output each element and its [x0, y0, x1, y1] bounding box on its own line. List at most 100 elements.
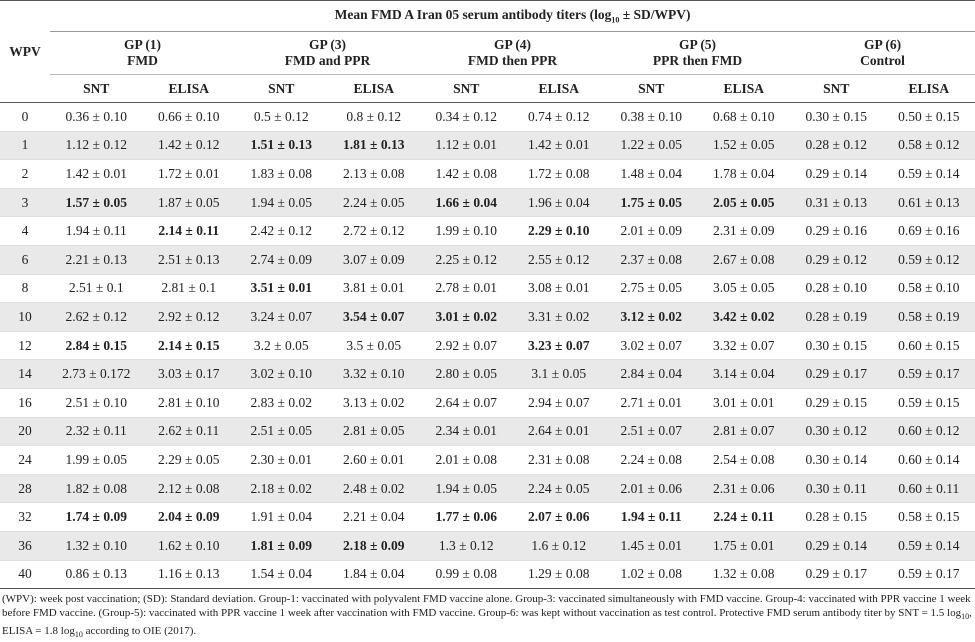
group-header: GP (5)PPR then FMD	[605, 32, 790, 75]
value-cell: 2.92 ± 0.12	[143, 303, 236, 332]
value-cell: 0.59 ± 0.12	[883, 245, 975, 274]
wpv-cell: 16	[0, 388, 50, 417]
value-cell: 3.12 ± 0.02	[605, 303, 698, 332]
value-cell: 2.72 ± 0.12	[328, 217, 421, 246]
value-cell: 2.54 ± 0.08	[698, 446, 791, 475]
value-cell: 0.66 ± 0.10	[143, 103, 236, 132]
value-cell: 3.24 ± 0.07	[235, 303, 328, 332]
value-cell: 2.81 ± 0.05	[328, 417, 421, 446]
value-cell: 3.07 ± 0.09	[328, 245, 421, 274]
value-cell: 2.31 ± 0.09	[698, 217, 791, 246]
value-cell: 1.42 ± 0.12	[143, 131, 236, 160]
value-cell: 0.29 ± 0.12	[790, 245, 883, 274]
value-cell: 2.94 ± 0.07	[513, 388, 606, 417]
value-cell: 0.28 ± 0.19	[790, 303, 883, 332]
value-cell: 3.23 ± 0.07	[513, 331, 606, 360]
value-cell: 2.32 ± 0.11	[50, 417, 143, 446]
wpv-cell: 6	[0, 245, 50, 274]
subscript: 10	[961, 612, 969, 621]
value-cell: 3.32 ± 0.07	[698, 331, 791, 360]
value-cell: 2.24 ± 0.08	[605, 446, 698, 475]
subheader: SNT	[605, 75, 698, 103]
subheader: SNT	[235, 75, 328, 103]
value-cell: 1.96 ± 0.04	[513, 188, 606, 217]
value-cell: 0.59 ± 0.14	[883, 531, 975, 560]
wpv-cell: 20	[0, 417, 50, 446]
value-cell: 2.29 ± 0.10	[513, 217, 606, 246]
value-cell: 2.92 ± 0.07	[420, 331, 513, 360]
value-cell: 1.29 ± 0.08	[513, 560, 606, 589]
value-cell: 2.64 ± 0.01	[513, 417, 606, 446]
value-cell: 2.37 ± 0.08	[605, 245, 698, 274]
value-cell: 2.34 ± 0.01	[420, 417, 513, 446]
group-line: PPR then FMD	[653, 53, 742, 68]
wpv-cell: 2	[0, 160, 50, 189]
group-header: GP (1)FMD	[50, 32, 235, 75]
value-cell: 0.31 ± 0.13	[790, 188, 883, 217]
value-cell: 1.84 ± 0.04	[328, 560, 421, 589]
value-cell: 2.84 ± 0.15	[50, 331, 143, 360]
value-cell: 2.51 ± 0.10	[50, 388, 143, 417]
value-cell: 0.28 ± 0.12	[790, 131, 883, 160]
value-cell: 1.94 ± 0.05	[420, 474, 513, 503]
value-cell: 3.02 ± 0.07	[605, 331, 698, 360]
value-cell: 3.31 ± 0.02	[513, 303, 606, 332]
value-cell: 3.54 ± 0.07	[328, 303, 421, 332]
value-cell: 1.75 ± 0.01	[698, 531, 791, 560]
value-cell: 2.25 ± 0.12	[420, 245, 513, 274]
value-cell: 2.31 ± 0.06	[698, 474, 791, 503]
value-cell: 1.48 ± 0.04	[605, 160, 698, 189]
value-cell: 2.01 ± 0.08	[420, 446, 513, 475]
value-cell: 1.75 ± 0.05	[605, 188, 698, 217]
value-cell: 2.71 ± 0.01	[605, 388, 698, 417]
value-cell: 2.64 ± 0.07	[420, 388, 513, 417]
value-cell: 1.6 ± 0.12	[513, 531, 606, 560]
value-cell: 0.28 ± 0.15	[790, 503, 883, 532]
value-cell: 3.01 ± 0.01	[698, 388, 791, 417]
value-cell: 0.34 ± 0.12	[420, 103, 513, 132]
text-part: according to OIE (2017).	[83, 625, 196, 637]
wpv-cell: 32	[0, 503, 50, 532]
subheader: ELISA	[698, 75, 791, 103]
group-line: GP (1)	[124, 37, 161, 52]
value-cell: 1.78 ± 0.04	[698, 160, 791, 189]
value-cell: 2.21 ± 0.04	[328, 503, 421, 532]
value-cell: 2.04 ± 0.09	[143, 503, 236, 532]
value-cell: 2.05 ± 0.05	[698, 188, 791, 217]
value-cell: 1.72 ± 0.01	[143, 160, 236, 189]
value-cell: 0.60 ± 0.11	[883, 474, 975, 503]
value-cell: 3.42 ± 0.02	[698, 303, 791, 332]
value-cell: 0.68 ± 0.10	[698, 103, 791, 132]
group-line: GP (5)	[679, 37, 716, 52]
value-cell: 3.03 ± 0.17	[143, 360, 236, 389]
value-cell: 2.01 ± 0.09	[605, 217, 698, 246]
wpv-cell: 28	[0, 474, 50, 503]
value-cell: 2.29 ± 0.05	[143, 446, 236, 475]
value-cell: 0.38 ± 0.10	[605, 103, 698, 132]
value-cell: 1.99 ± 0.05	[50, 446, 143, 475]
value-cell: 1.81 ± 0.13	[328, 131, 421, 160]
value-cell: 2.62 ± 0.11	[143, 417, 236, 446]
value-cell: 3.2 ± 0.05	[235, 331, 328, 360]
value-cell: 1.54 ± 0.04	[235, 560, 328, 589]
value-cell: 1.74 ± 0.09	[50, 503, 143, 532]
group-line: FMD and PPR	[285, 53, 371, 68]
value-cell: 1.82 ± 0.08	[50, 474, 143, 503]
value-cell: 0.99 ± 0.08	[420, 560, 513, 589]
value-cell: 2.14 ± 0.15	[143, 331, 236, 360]
value-cell: 0.59 ± 0.17	[883, 560, 975, 589]
wpv-cell: 12	[0, 331, 50, 360]
value-cell: 3.02 ± 0.10	[235, 360, 328, 389]
value-cell: 2.18 ± 0.09	[328, 531, 421, 560]
value-cell: 3.08 ± 0.01	[513, 274, 606, 303]
